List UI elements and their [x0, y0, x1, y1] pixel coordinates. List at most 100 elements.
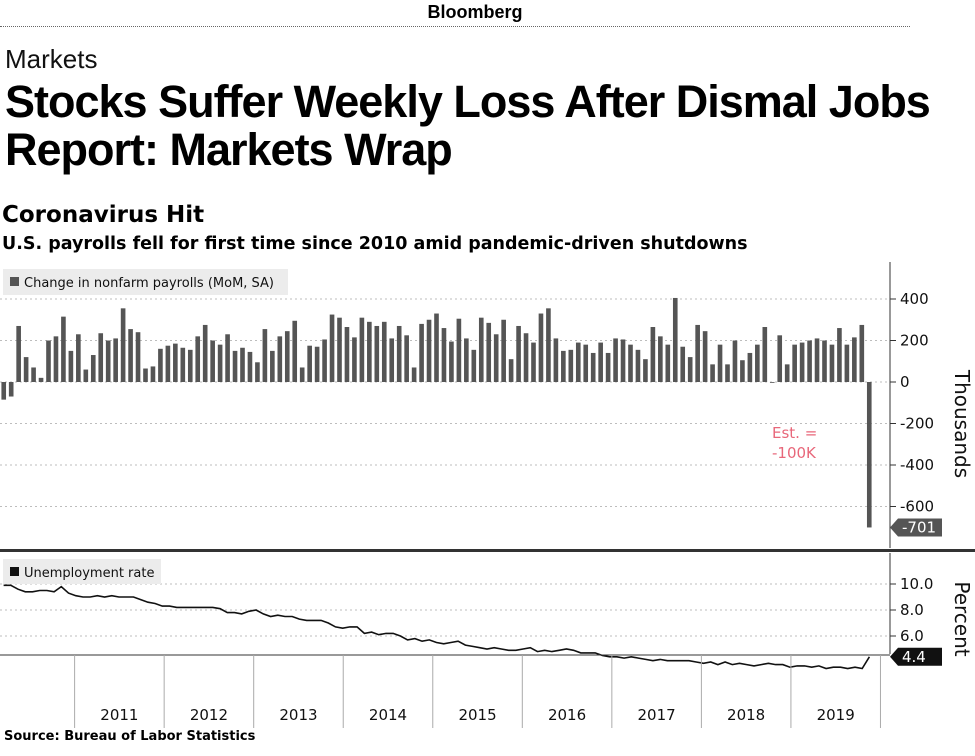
x-tick-label: 2013	[279, 706, 317, 724]
payroll-bar	[837, 328, 842, 382]
payroll-bar	[792, 344, 797, 382]
payroll-bar	[31, 367, 36, 382]
payroll-bar	[352, 337, 357, 382]
payroll-bar	[732, 340, 738, 382]
estimate-annotation-value: -100K	[772, 444, 817, 462]
payroll-bar	[486, 322, 492, 382]
payroll-bar	[523, 333, 529, 382]
payroll-bar	[866, 382, 872, 528]
payroll-bar	[105, 340, 111, 382]
payroll-bar	[113, 338, 118, 382]
payroll-bar	[441, 328, 447, 382]
chart-title: Coronavirus Hit	[2, 202, 205, 228]
payroll-bar	[262, 329, 268, 382]
payroll-bar	[643, 359, 648, 382]
payroll-bar	[90, 355, 96, 382]
payroll-bar	[561, 350, 566, 382]
y-tick-label: 8.0	[900, 601, 924, 619]
payroll-bar	[538, 313, 544, 382]
payrolls-bars	[1, 297, 872, 528]
payroll-bar	[38, 377, 44, 382]
payroll-bar	[426, 319, 432, 382]
payroll-bar	[859, 324, 865, 382]
payroll-bar	[150, 366, 156, 382]
payroll-bar	[411, 367, 417, 382]
payroll-bar	[61, 316, 66, 382]
payroll-bar	[8, 382, 14, 397]
payroll-bar	[322, 339, 327, 382]
payroll-bar	[344, 327, 350, 382]
payroll-bar	[292, 320, 298, 382]
payrolls-annotations: Est. = -100K -701	[772, 424, 942, 537]
payroll-bar	[419, 323, 424, 382]
payroll-bar	[284, 331, 290, 382]
payroll-bar	[314, 346, 320, 382]
payroll-bar	[247, 351, 253, 382]
payroll-bar	[187, 349, 193, 382]
payroll-bar	[613, 338, 618, 382]
payroll-bar	[710, 364, 715, 382]
brand-logo[interactable]: Bloomberg	[427, 2, 523, 22]
payrolls-legend-box	[3, 269, 288, 295]
payroll-bar	[822, 340, 827, 382]
y-tick-label: 6.0	[900, 627, 924, 645]
unemployment-line	[3, 584, 871, 670]
payroll-bar	[784, 364, 790, 382]
headline: Stocks Suffer Weekly Loss After Dismal J…	[5, 76, 931, 175]
y-tick-label: 10.0	[900, 575, 933, 593]
x-tick-label: 2012	[190, 706, 228, 724]
payroll-bar	[76, 334, 81, 382]
payroll-bar	[628, 344, 633, 382]
payrolls-legend-swatch	[10, 277, 19, 286]
section-label[interactable]: Markets	[5, 44, 98, 74]
payroll-bar	[755, 344, 760, 382]
payroll-bar	[583, 344, 589, 382]
payroll-bar	[672, 297, 678, 382]
y-tick-label: -400	[900, 456, 934, 474]
header-divider	[0, 26, 910, 27]
payroll-bar	[471, 349, 477, 382]
payroll-bar	[605, 352, 611, 382]
payroll-bar	[650, 327, 656, 382]
payrolls-legend: Change in nonfarm payrolls (MoM, SA)	[3, 269, 288, 295]
payroll-bar	[307, 345, 312, 382]
payroll-bar	[635, 349, 641, 382]
payroll-bar	[270, 350, 275, 382]
payroll-bar	[695, 324, 700, 382]
payroll-bar	[217, 344, 223, 382]
payroll-bar	[493, 334, 499, 382]
estimate-annotation: Est. =	[772, 424, 817, 442]
x-tick-label: 2014	[369, 706, 407, 724]
payroll-bar	[590, 352, 596, 382]
payroll-bar	[165, 345, 171, 382]
payroll-bar	[680, 346, 686, 382]
payroll-bar	[16, 325, 21, 382]
payroll-bar	[210, 340, 215, 382]
payroll-bar	[128, 329, 133, 382]
payroll-bar	[396, 325, 402, 382]
payroll-bar	[299, 367, 305, 382]
payroll-bar	[620, 339, 626, 382]
payrolls-y-axis: 400 200 0 -200 -400 -600	[889, 262, 934, 548]
payroll-bar	[717, 344, 723, 382]
unemployment-legend-label: Unemployment rate	[24, 566, 154, 581]
x-tick-label: 2015	[458, 706, 496, 724]
y-tick-label: 0	[900, 373, 910, 391]
payroll-bar	[120, 308, 126, 382]
payroll-bar	[83, 369, 89, 382]
last-rate-flag	[890, 647, 942, 666]
payroll-bar	[501, 319, 506, 382]
payroll-bar	[658, 336, 663, 382]
payroll-bar	[665, 344, 671, 382]
payroll-bar	[337, 317, 342, 382]
unemployment-y-axis: 10.0 8.0 6.0 4.4	[889, 553, 942, 666]
payroll-bar	[195, 336, 201, 382]
payroll-bar	[389, 338, 395, 382]
payroll-bar	[829, 344, 835, 382]
payrolls-unemployment-chart: 400 200 0 -200 -400 -600 Change in nonfarm pa…	[0, 262, 975, 728]
payroll-bar	[702, 331, 708, 382]
payroll-bar	[844, 344, 850, 382]
payroll-bar	[516, 325, 521, 382]
unemployment-legend-box	[3, 559, 161, 584]
payroll-bar	[367, 321, 372, 382]
